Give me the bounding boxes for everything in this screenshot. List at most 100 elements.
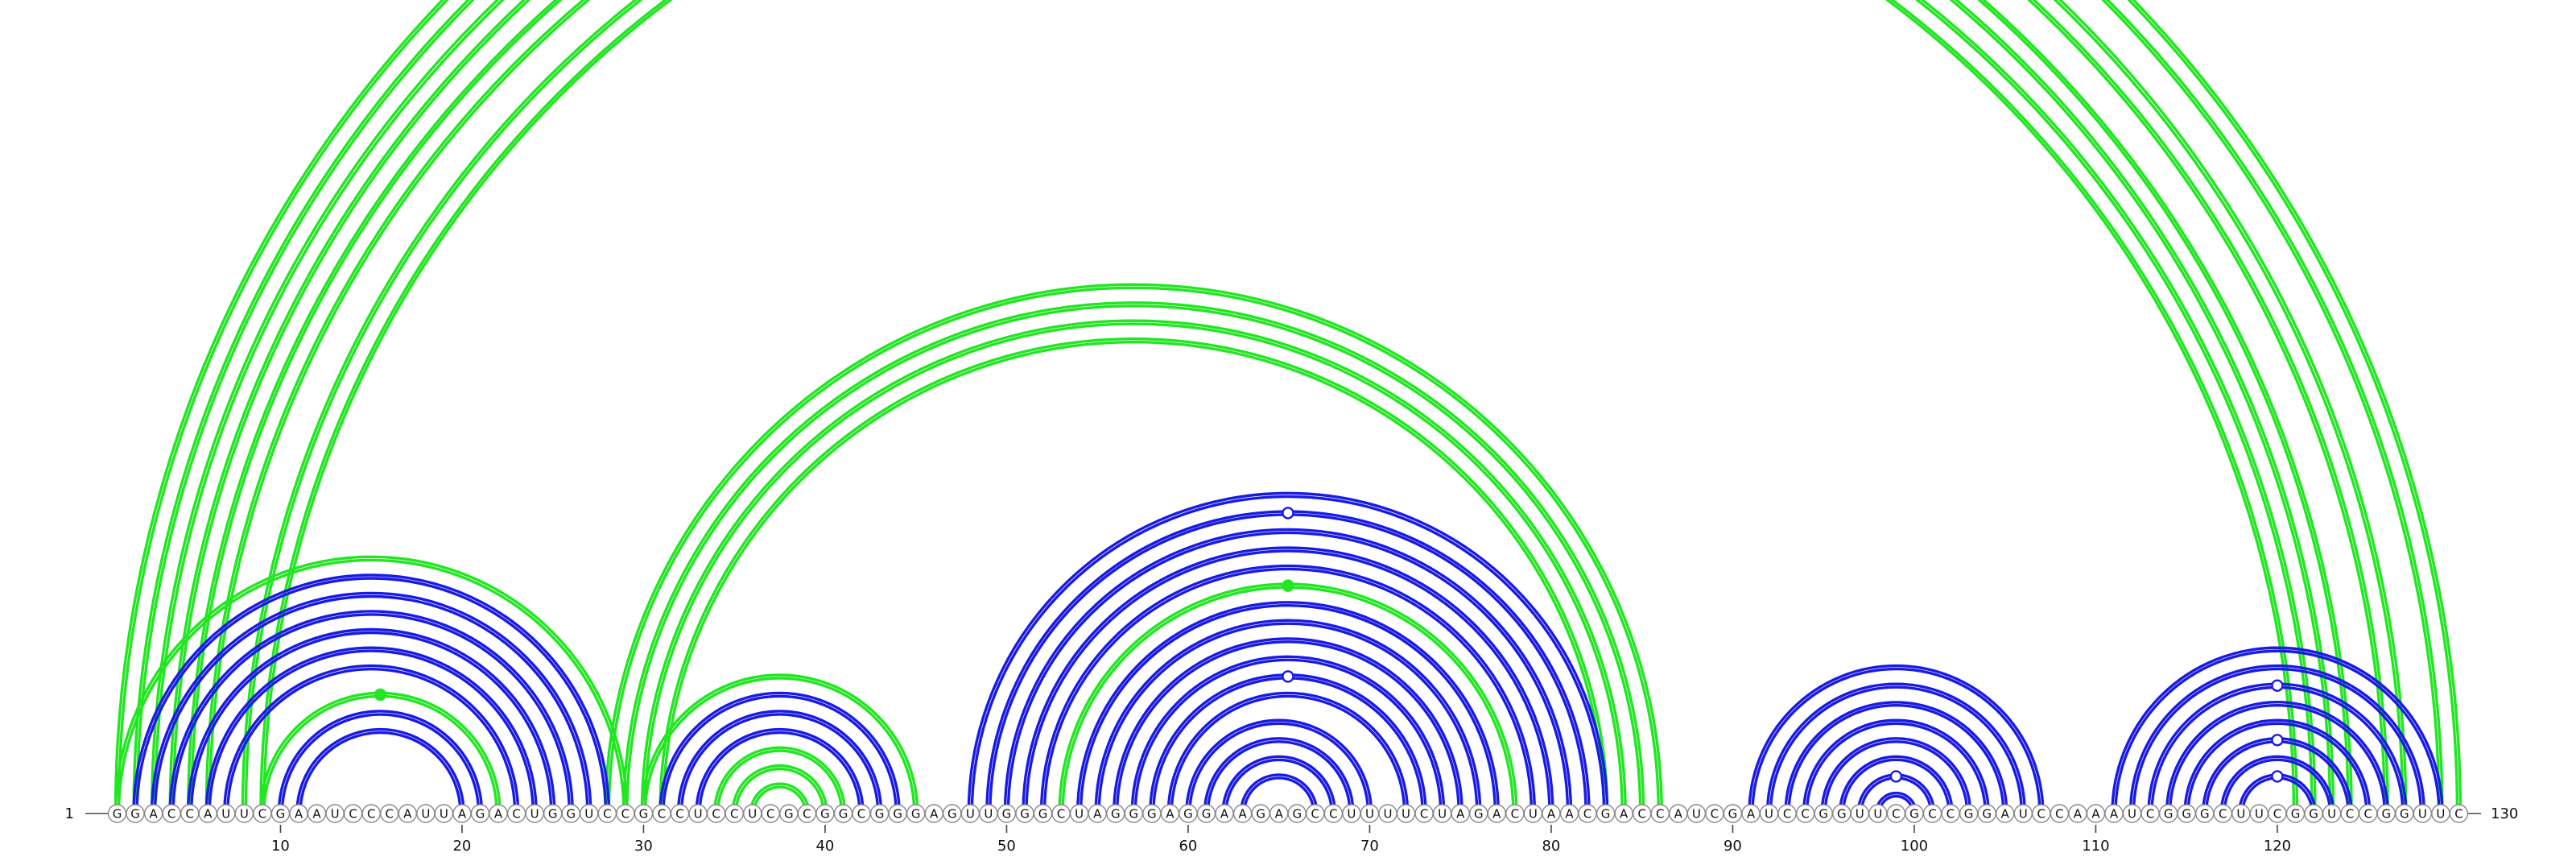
nucleotide-letter: A <box>2074 807 2083 822</box>
nucleotide-letter: C <box>1783 807 1791 822</box>
nucleotide: A <box>2104 804 2124 823</box>
nucleotide: C <box>1650 804 1670 823</box>
nucleotide-letter: A <box>458 807 467 822</box>
nucleotide-letter: G <box>947 807 957 822</box>
arc-strand <box>970 495 1606 814</box>
arc-strand <box>262 0 2296 814</box>
arc <box>187 0 2353 814</box>
tick-label: 30 <box>634 838 653 855</box>
nucleotide: A <box>1088 804 1107 823</box>
nucleotide: G <box>1033 804 1053 823</box>
nucleotide: C <box>597 804 617 823</box>
arc <box>206 0 2333 813</box>
nucleotide-letter: U <box>1856 807 1864 822</box>
arc-strand <box>731 764 828 814</box>
nucleotide-letter: C <box>857 807 865 822</box>
nucleotide-letter: C <box>2273 807 2281 822</box>
nucleotide: G <box>1469 804 1488 823</box>
nucleotide: U <box>325 804 345 823</box>
arc-strand <box>171 0 2386 814</box>
arc <box>640 673 919 814</box>
nucleotide: A <box>1741 804 1761 823</box>
arc-strand <box>640 319 1627 814</box>
nucleotide-letter: G <box>1111 807 1121 822</box>
arc-strand <box>734 767 825 814</box>
arc <box>1039 564 1537 814</box>
nucleotide-letter: A <box>2110 807 2119 822</box>
nucleotide-letter: A <box>2001 807 2010 822</box>
arc <box>712 746 847 814</box>
arc-strand <box>1765 682 2026 814</box>
nucleotide: G <box>869 804 890 823</box>
nucleotide: U <box>1342 804 1361 823</box>
nucleotide: G <box>1287 804 1307 823</box>
nucleotide: C <box>2358 804 2378 823</box>
nucleotide: U <box>1396 804 1416 823</box>
nucleotide-letter: C <box>1057 807 1065 822</box>
arc-strand <box>2219 755 2335 814</box>
nucleotide: G <box>2304 804 2323 823</box>
nucleotide-letter: C <box>367 807 375 822</box>
nucleotide-letter: A <box>403 807 412 822</box>
nucleotide: G <box>543 804 563 823</box>
arc-strand <box>753 785 807 814</box>
nucleotide: C <box>1323 804 1344 823</box>
nucleotide: A <box>1542 804 1561 823</box>
arc-strand <box>749 782 811 814</box>
nucleotide: C <box>2050 804 2070 823</box>
arc-strand <box>150 0 2408 814</box>
nucleotide-letter: A <box>1456 807 1465 822</box>
arc <box>985 510 1591 814</box>
nucleotide: C <box>361 804 381 823</box>
arc <box>622 300 1645 814</box>
arc <box>1820 737 1972 814</box>
nucleotide: C <box>761 804 780 823</box>
arc-strand <box>1839 755 1954 814</box>
arc <box>168 0 2389 814</box>
nucleotide: U <box>2249 804 2269 823</box>
nucleotide: C <box>343 804 363 823</box>
nucleotide-letter: G <box>1964 807 1974 822</box>
nucleotide: C <box>706 804 726 823</box>
nucleotide-letter: G <box>113 807 122 822</box>
arc-strand <box>153 594 589 814</box>
nucleotide-letter: U <box>1873 807 1882 822</box>
nucleotide-letter: G <box>1129 807 1138 822</box>
nucleotide-letter: G <box>1147 807 1157 822</box>
nucleotide-letter: C <box>675 807 683 822</box>
nucleotide: G <box>2195 804 2215 823</box>
arc <box>150 0 2408 814</box>
tick-label: 90 <box>1724 838 1742 855</box>
nucleotide-letter: C <box>349 807 357 822</box>
nucleotide-letter: A <box>1492 807 1501 822</box>
nucleotide-letter: C <box>1928 807 1936 822</box>
nucleotide-letter: G <box>1474 807 1484 822</box>
nucleotide: A <box>1669 804 1688 823</box>
nucleotide: G <box>2285 804 2306 823</box>
nucleotide: U <box>1686 804 1707 823</box>
nucleotide: U <box>525 804 544 823</box>
nucleotide: G <box>2177 804 2196 823</box>
arc-strand <box>2165 701 2389 814</box>
arc-strand <box>168 610 574 814</box>
nucleotide-letter: C <box>1801 807 1809 822</box>
nucleotide-letter: U <box>440 807 448 822</box>
arc-marker-hollow <box>1282 507 1294 520</box>
arc-strand <box>1170 694 1406 814</box>
arc <box>658 691 901 814</box>
nucleotide-letter: G <box>911 807 921 822</box>
tick-label: 110 <box>2082 838 2109 855</box>
nucleotide-letter: A <box>204 807 213 822</box>
sequence-end-label: 130 <box>2491 805 2518 822</box>
arc <box>1784 701 2008 814</box>
nucleotide: U <box>2431 804 2450 823</box>
tick: 30 <box>634 825 653 855</box>
arc <box>2183 718 2372 814</box>
nucleotide-letter: A <box>1620 807 1629 822</box>
nucleotide-letter: U <box>2019 807 2028 822</box>
nucleotide-letter: C <box>712 807 720 822</box>
arc-marker-filled <box>1282 579 1294 592</box>
arc <box>241 0 2317 814</box>
arc-strand <box>1079 604 1496 814</box>
arc <box>1748 664 2045 814</box>
